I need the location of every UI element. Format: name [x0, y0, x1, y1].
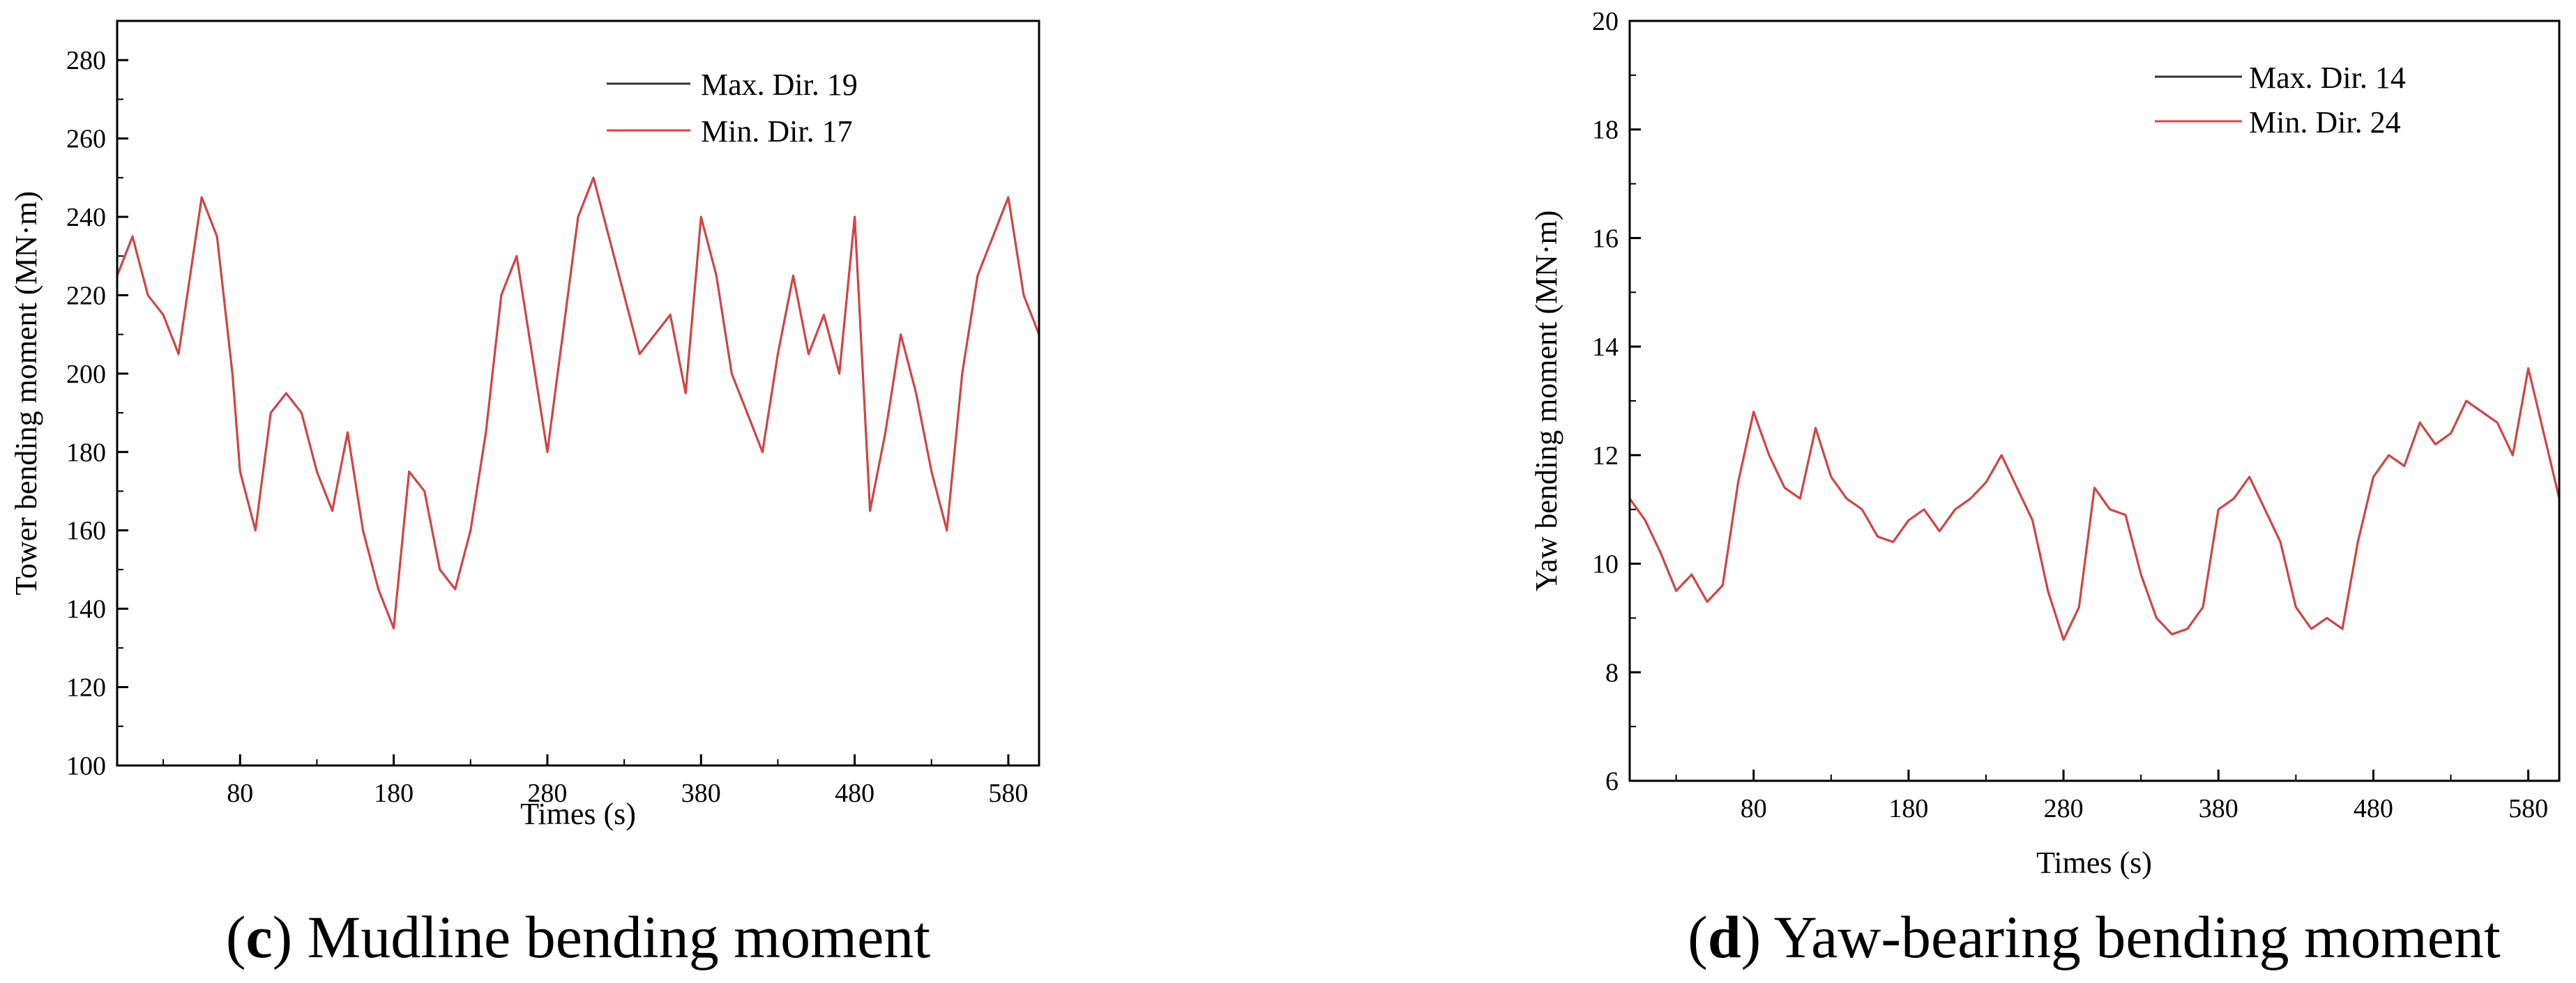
chart-panel-d: 6 8 10 12 14 16 18 20 80 180 280 380 480 580 Times (…: [1529, 7, 2561, 970]
series-line-min: [116, 176, 1040, 630]
plot-frame: [116, 20, 1040, 767]
y-tick-label: 220: [66, 281, 106, 310]
caption-c: (c) Mudline bending moment: [226, 904, 930, 970]
x-tick-label: 580: [988, 779, 1028, 808]
y-axis-title: Yaw bending moment (MN·m): [1529, 211, 1563, 592]
y-tick-label: 12: [1592, 441, 1619, 471]
x-tick-label: 80: [1741, 794, 1767, 823]
legend-label-max: Max. Dir. 19: [701, 68, 858, 102]
series-group: [1628, 367, 2561, 641]
caption-c-letter: c: [245, 904, 272, 970]
y-tick-label: 180: [66, 438, 106, 467]
caption-d-letter: d: [1708, 904, 1741, 970]
y-tick-label: 120: [66, 673, 106, 703]
x-tick-label: 180: [1888, 794, 1928, 823]
caption-d: (d) Yaw-bearing bending moment: [1688, 904, 2501, 970]
plot-frame: [1628, 20, 2561, 782]
y-tick-label: 16: [1592, 224, 1619, 253]
series-line-min: [1628, 367, 2561, 641]
y-axis-title: Tower bending moment (MN·m): [9, 191, 43, 595]
y-tick-label: 260: [66, 125, 106, 154]
x-tick-label: 580: [2508, 794, 2548, 823]
y-axis-ticks: 6 8 10 12 14 16 18 20: [1592, 7, 1641, 796]
x-tick-label: 480: [835, 779, 874, 808]
y-tick-label: 200: [66, 360, 106, 389]
x-axis-title: Times (s): [2036, 846, 2152, 880]
x-tick-label: 80: [227, 779, 253, 808]
y-tick-label: 100: [66, 752, 106, 781]
y-tick-label: 160: [66, 517, 106, 546]
y-tick-label: 280: [66, 46, 106, 75]
legend: Max. Dir. 19 Min. Dir. 17: [607, 68, 858, 148]
chart-panel-c: 100 120 140 160 180 200 220 240 260 280 80 180 280 3…: [9, 20, 1040, 970]
x-tick-label: 480: [2354, 794, 2393, 823]
y-tick-label: 10: [1592, 550, 1619, 579]
y-tick-label: 20: [1592, 7, 1619, 36]
series-group: [116, 176, 1040, 630]
y-tick-label: 14: [1592, 333, 1619, 362]
caption-d-text: Yaw-bearing bending moment: [1761, 904, 2501, 970]
caption-c-text: Mudline bending moment: [292, 904, 930, 970]
x-tick-label: 280: [2044, 794, 2084, 823]
x-tick-label: 380: [681, 779, 721, 808]
y-tick-label: 140: [66, 595, 106, 624]
y-tick-label: 8: [1605, 658, 1619, 687]
y-axis-ticks: 100 120 140 160 180 200 220 240 260 280: [66, 46, 128, 781]
x-axis-title: Times (s): [520, 797, 636, 831]
x-tick-label: 380: [2199, 794, 2238, 823]
x-axis-ticks: 80 180 280 380 480 580: [1675, 770, 2548, 823]
legend-label-min: Min. Dir. 24: [2249, 105, 2401, 139]
series-line-max: [1628, 367, 2561, 641]
y-tick-label: 240: [66, 203, 106, 232]
y-tick-label: 18: [1592, 116, 1619, 145]
x-axis-ticks: 80 180 280 380 480 580: [162, 754, 1028, 808]
legend: Max. Dir. 14 Min. Dir. 24: [2155, 61, 2406, 139]
x-tick-label: 180: [374, 779, 414, 808]
legend-label-max: Max. Dir. 14: [2249, 61, 2406, 95]
series-line-max: [116, 176, 1040, 630]
y-tick-label: 6: [1605, 767, 1619, 796]
legend-label-min: Min. Dir. 17: [701, 114, 853, 148]
x-tick-label: 280: [527, 779, 567, 808]
